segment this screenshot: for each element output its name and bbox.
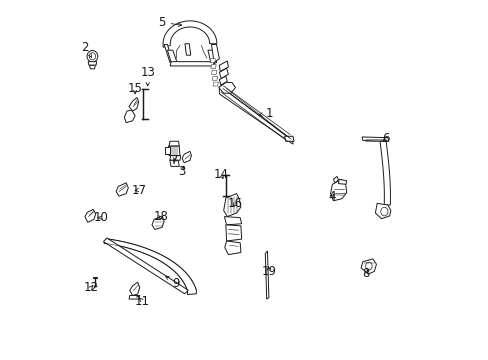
Polygon shape — [163, 21, 217, 47]
Text: 3: 3 — [178, 165, 185, 177]
Text: 7: 7 — [170, 154, 178, 167]
Text: 6: 6 — [382, 132, 389, 145]
Polygon shape — [333, 176, 338, 183]
Polygon shape — [265, 251, 268, 299]
Polygon shape — [219, 83, 292, 144]
Polygon shape — [225, 225, 241, 241]
Polygon shape — [103, 238, 188, 294]
Polygon shape — [211, 71, 217, 75]
Polygon shape — [167, 50, 177, 65]
Polygon shape — [218, 82, 235, 93]
Polygon shape — [182, 151, 191, 163]
Polygon shape — [224, 217, 241, 225]
Text: 4: 4 — [328, 190, 335, 203]
Polygon shape — [212, 82, 218, 86]
Ellipse shape — [365, 262, 371, 270]
Polygon shape — [284, 136, 293, 141]
Ellipse shape — [87, 50, 98, 62]
Polygon shape — [152, 216, 164, 229]
Text: 18: 18 — [153, 210, 168, 223]
Polygon shape — [104, 239, 196, 294]
Polygon shape — [170, 62, 214, 66]
Polygon shape — [375, 203, 390, 219]
Polygon shape — [210, 59, 215, 63]
Polygon shape — [219, 61, 228, 71]
Polygon shape — [169, 156, 180, 160]
Polygon shape — [362, 137, 388, 141]
Polygon shape — [85, 210, 96, 222]
Polygon shape — [129, 98, 139, 111]
Polygon shape — [360, 259, 376, 274]
Polygon shape — [223, 194, 241, 217]
Polygon shape — [207, 50, 216, 65]
Text: 8: 8 — [362, 267, 369, 280]
Text: 14: 14 — [213, 168, 228, 181]
Text: 10: 10 — [93, 211, 108, 224]
Polygon shape — [338, 179, 346, 184]
Polygon shape — [88, 62, 97, 65]
Text: 17: 17 — [131, 184, 146, 197]
Text: 12: 12 — [83, 281, 98, 294]
Polygon shape — [124, 110, 135, 123]
Polygon shape — [129, 282, 140, 296]
Polygon shape — [169, 141, 179, 146]
Polygon shape — [212, 76, 217, 80]
Polygon shape — [164, 147, 169, 154]
Polygon shape — [129, 296, 140, 299]
Ellipse shape — [89, 53, 96, 60]
Polygon shape — [93, 277, 97, 278]
Text: 5: 5 — [158, 16, 182, 29]
Polygon shape — [168, 146, 180, 156]
Polygon shape — [330, 179, 346, 201]
Text: 1: 1 — [259, 107, 273, 120]
Text: 19: 19 — [262, 265, 277, 278]
Ellipse shape — [380, 207, 387, 216]
Text: 9: 9 — [165, 276, 180, 291]
Polygon shape — [219, 68, 228, 78]
Text: 16: 16 — [227, 197, 243, 210]
Text: 2: 2 — [81, 41, 91, 57]
Polygon shape — [210, 64, 216, 68]
Polygon shape — [169, 160, 179, 166]
Text: 11: 11 — [135, 295, 149, 308]
Polygon shape — [211, 44, 219, 62]
Polygon shape — [116, 183, 128, 196]
Text: 13: 13 — [140, 66, 155, 86]
Polygon shape — [164, 44, 172, 62]
Polygon shape — [219, 76, 227, 85]
Polygon shape — [89, 65, 95, 69]
Polygon shape — [184, 44, 190, 55]
Polygon shape — [379, 141, 389, 205]
Polygon shape — [224, 241, 241, 255]
Text: 15: 15 — [127, 82, 142, 95]
